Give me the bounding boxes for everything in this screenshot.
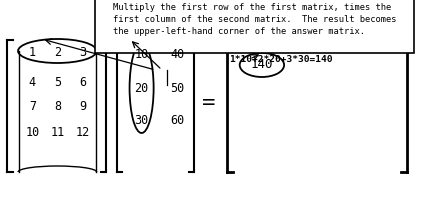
- Text: 10: 10: [134, 48, 149, 62]
- Text: 11: 11: [50, 127, 65, 140]
- Text: 140: 140: [251, 58, 273, 72]
- Text: 9: 9: [79, 100, 86, 114]
- Text: 3: 3: [79, 46, 86, 58]
- Text: 6: 6: [79, 75, 86, 88]
- Text: 20: 20: [134, 82, 149, 95]
- Text: 7: 7: [29, 100, 36, 114]
- Text: 60: 60: [170, 114, 185, 127]
- Text: 10: 10: [25, 127, 40, 140]
- Text: 4: 4: [29, 75, 36, 88]
- Text: =: =: [202, 93, 215, 113]
- Text: 12: 12: [75, 127, 89, 140]
- Text: 8: 8: [54, 100, 61, 114]
- Text: 2: 2: [54, 46, 61, 58]
- Text: 30: 30: [134, 114, 149, 127]
- Text: 5: 5: [54, 75, 61, 88]
- Text: 1: 1: [29, 46, 36, 58]
- Text: 50: 50: [170, 82, 185, 95]
- Text: 1*10+2*20+3*30=140: 1*10+2*20+3*30=140: [230, 54, 333, 64]
- Text: Multiply the first row of the first matrix, times the
first column of the second: Multiply the first row of the first matr…: [113, 3, 396, 36]
- Text: 40: 40: [170, 48, 185, 62]
